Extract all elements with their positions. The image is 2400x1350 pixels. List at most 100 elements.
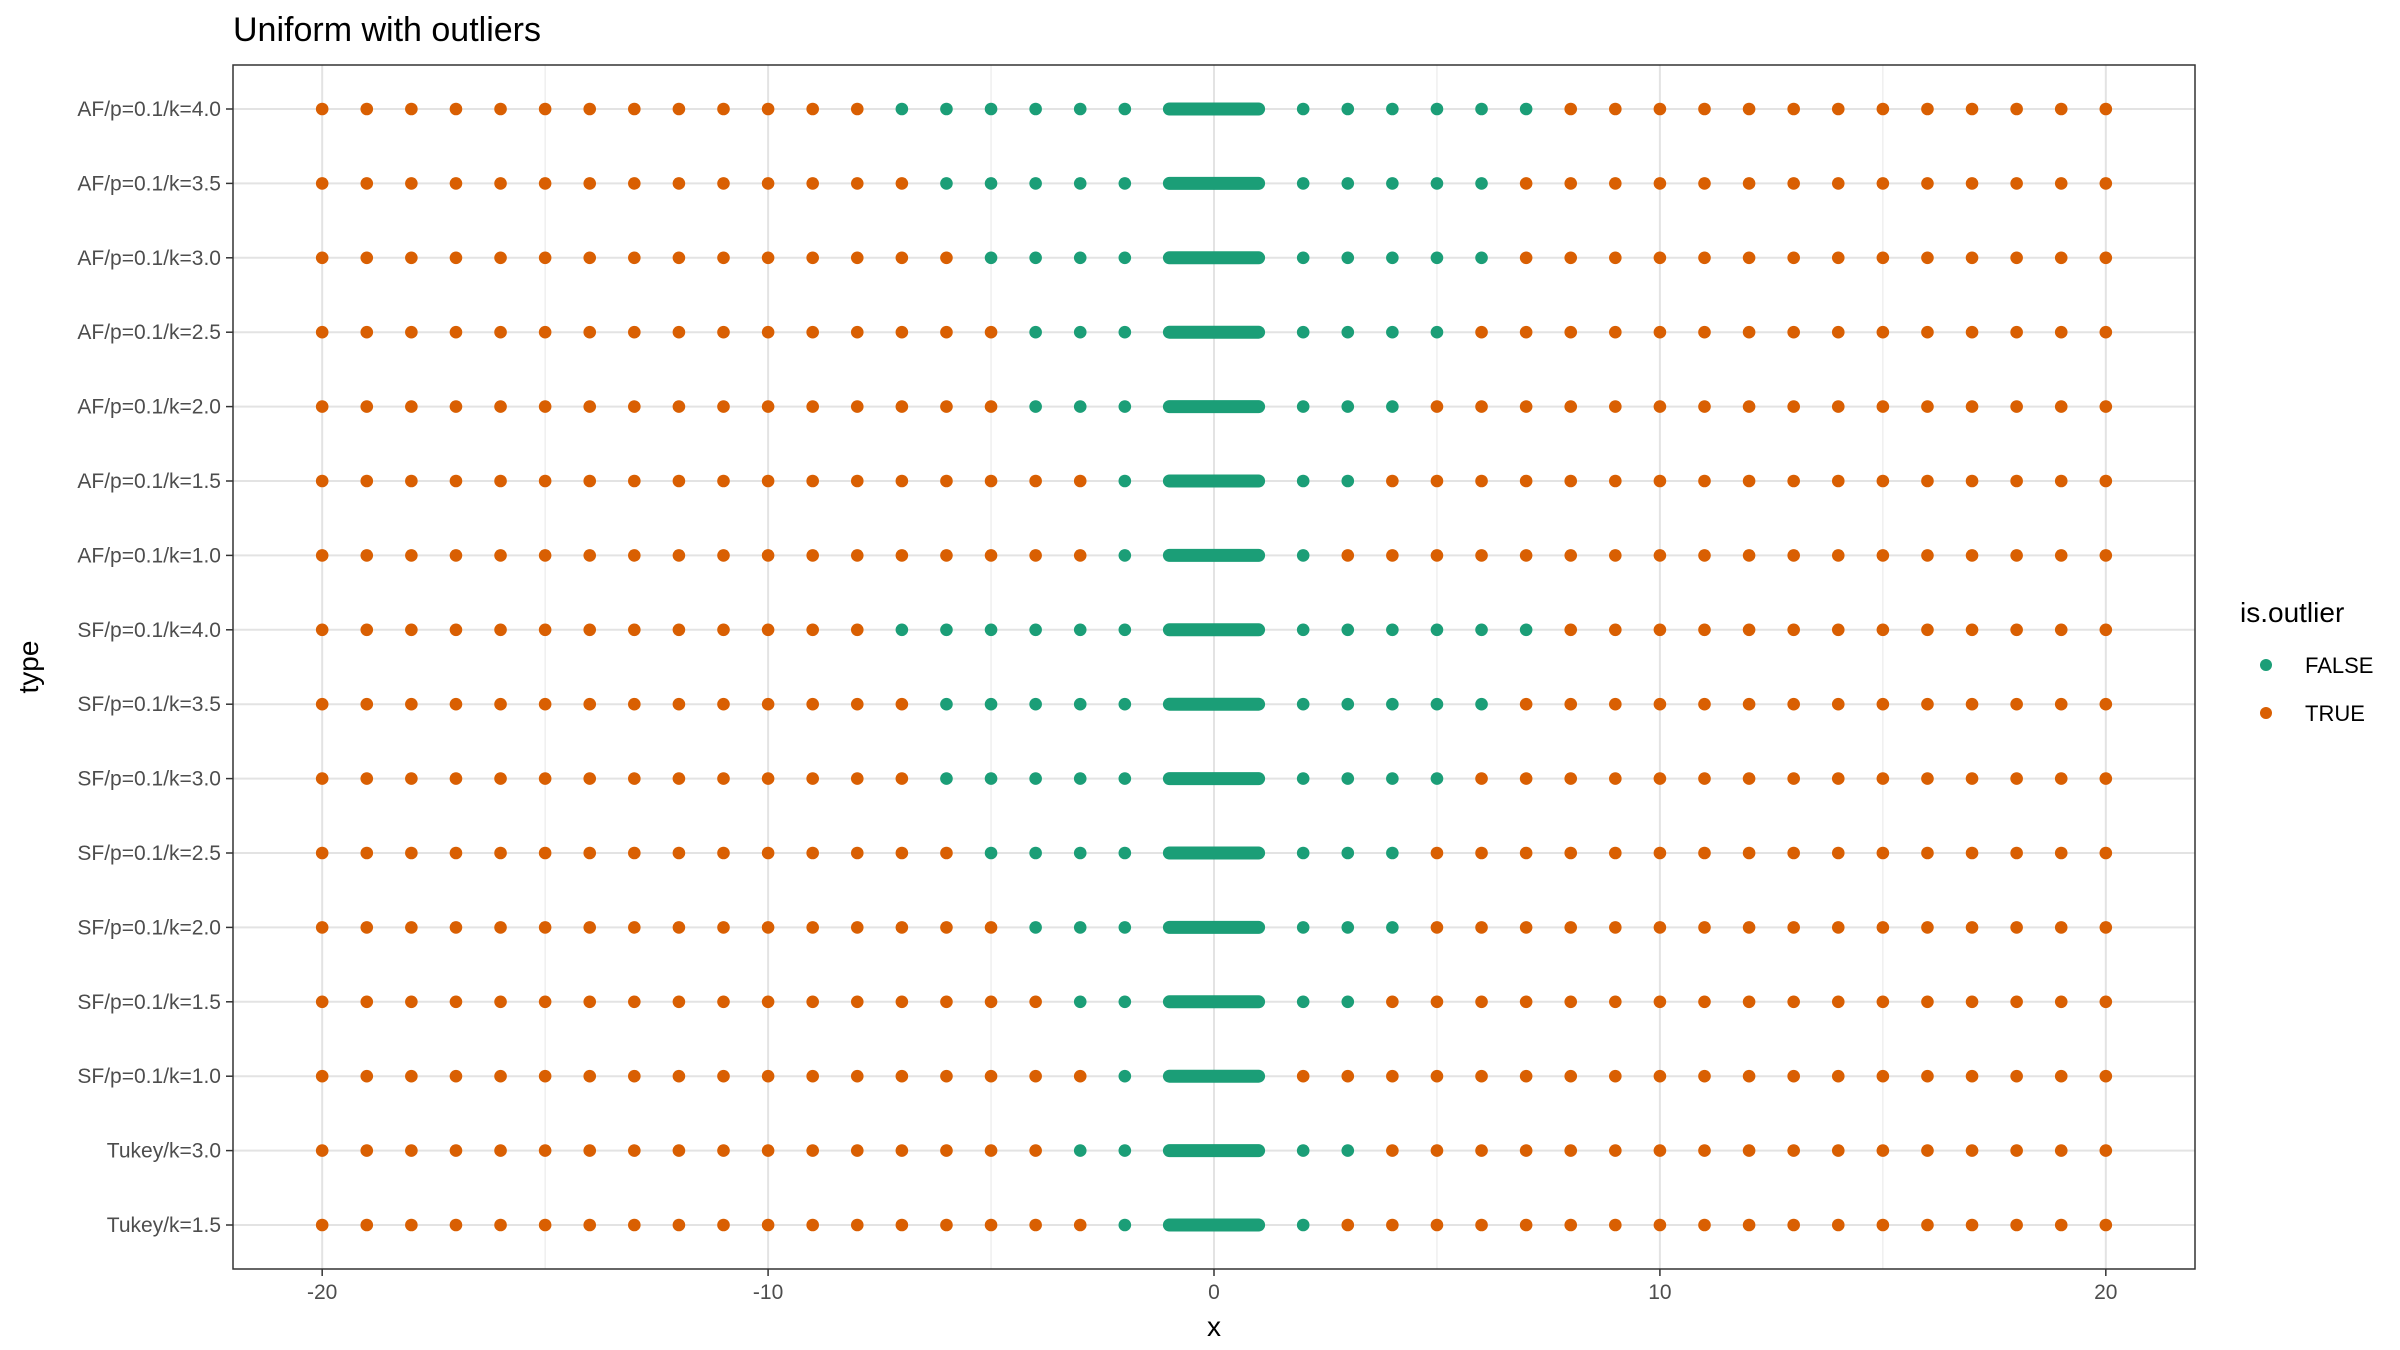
outlier-point bbox=[1921, 474, 1934, 488]
outlier-point bbox=[850, 549, 864, 562]
outlier-point bbox=[1475, 995, 1488, 1009]
outlier-point bbox=[2010, 772, 2023, 785]
outlier-point bbox=[494, 325, 507, 339]
inlier-point bbox=[1073, 177, 1087, 190]
outlier-point bbox=[1564, 251, 1578, 265]
outlier-point bbox=[1787, 549, 1800, 562]
outlier-point bbox=[538, 1144, 552, 1157]
outlier-point bbox=[628, 102, 641, 116]
outlier-point bbox=[1787, 102, 1800, 116]
outlier-point bbox=[583, 1218, 597, 1232]
outlier-point bbox=[1965, 995, 1979, 1009]
inlier-point bbox=[1296, 474, 1310, 488]
outlier-point bbox=[360, 400, 374, 413]
inlier-point bbox=[1073, 102, 1087, 116]
inlier-point bbox=[1118, 549, 1132, 562]
outlier-point bbox=[449, 251, 463, 265]
inlier-point bbox=[1386, 325, 1399, 339]
outlier-point bbox=[940, 549, 953, 562]
outlier-point bbox=[1519, 1144, 1533, 1157]
outlier-point bbox=[583, 325, 597, 339]
inlier-point bbox=[1296, 1218, 1310, 1232]
outlier-point bbox=[1430, 400, 1444, 413]
outlier-point bbox=[1742, 772, 1756, 785]
outlier-point bbox=[583, 102, 597, 116]
outlier-point bbox=[2099, 474, 2113, 488]
outlier-point bbox=[717, 177, 730, 190]
outlier-point bbox=[806, 623, 819, 637]
outlier-point bbox=[672, 921, 686, 934]
outlier-point bbox=[1653, 1069, 1667, 1083]
outlier-point bbox=[1698, 474, 1711, 488]
outlier-point bbox=[761, 474, 775, 488]
outlier-point bbox=[2010, 474, 2023, 488]
x-tick-label: 10 bbox=[1648, 1281, 1671, 1304]
outlier-point bbox=[1073, 549, 1087, 562]
outlier-point bbox=[1698, 102, 1711, 116]
outlier-point bbox=[806, 846, 819, 860]
outlier-point bbox=[1653, 1218, 1667, 1232]
outlier-point bbox=[1609, 325, 1622, 339]
x-tick-label: -20 bbox=[307, 1281, 337, 1304]
outlier-point bbox=[1787, 177, 1800, 190]
outlier-point bbox=[538, 251, 552, 265]
inlier-point bbox=[940, 697, 953, 711]
outlier-point bbox=[2099, 697, 2113, 711]
outlier-point bbox=[984, 325, 998, 339]
outlier-point bbox=[449, 846, 463, 860]
outlier-point bbox=[315, 1069, 329, 1083]
outlier-point bbox=[1742, 325, 1756, 339]
outlier-point bbox=[1341, 549, 1355, 562]
outlier-point bbox=[761, 102, 775, 116]
outlier-point bbox=[2010, 251, 2023, 265]
outlier-point bbox=[628, 549, 641, 562]
inlier-point bbox=[1386, 177, 1399, 190]
outlier-point bbox=[538, 474, 552, 488]
outlier-point bbox=[984, 1218, 998, 1232]
inlier-point bbox=[1296, 325, 1310, 339]
outlier-point bbox=[405, 697, 418, 711]
outlier-point bbox=[717, 1218, 730, 1232]
inlier-point bbox=[1430, 325, 1444, 339]
outlier-point bbox=[1698, 400, 1711, 413]
outlier-point bbox=[1475, 846, 1488, 860]
outlier-point bbox=[1296, 1069, 1310, 1083]
outlier-point bbox=[806, 251, 819, 265]
outlier-point bbox=[1787, 697, 1800, 711]
outlier-point bbox=[984, 921, 998, 934]
outlier-point bbox=[672, 697, 686, 711]
inlier-point bbox=[1073, 400, 1087, 413]
inlier-point bbox=[1118, 772, 1132, 785]
outlier-point bbox=[2099, 251, 2113, 265]
outlier-point bbox=[806, 325, 819, 339]
outlier-point bbox=[1609, 995, 1622, 1009]
inlier-point bbox=[1386, 846, 1399, 860]
y-tick-label: SF/p=0.1/k=4.0 bbox=[77, 619, 221, 642]
outlier-point bbox=[1341, 1069, 1355, 1083]
outlier-point bbox=[405, 474, 418, 488]
outlier-point bbox=[1965, 1069, 1979, 1083]
outlier-point bbox=[672, 325, 686, 339]
data-points bbox=[315, 102, 2113, 1232]
outlier-point bbox=[1698, 921, 1711, 934]
outlier-point bbox=[2054, 325, 2068, 339]
inlier-point bbox=[1073, 846, 1087, 860]
outlier-point bbox=[1609, 251, 1622, 265]
outlier-point bbox=[1698, 325, 1711, 339]
outlier-point bbox=[449, 177, 463, 190]
outlier-point bbox=[717, 623, 730, 637]
outlier-point bbox=[494, 772, 507, 785]
inlier-point bbox=[1073, 325, 1087, 339]
outlier-point bbox=[538, 772, 552, 785]
outlier-point bbox=[2054, 1218, 2068, 1232]
outlier-point bbox=[1564, 921, 1578, 934]
outlier-point bbox=[1698, 846, 1711, 860]
outlier-point bbox=[1965, 1218, 1979, 1232]
outlier-point bbox=[494, 102, 507, 116]
inlier-point bbox=[984, 772, 998, 785]
outlier-point bbox=[850, 474, 864, 488]
chart-title: Uniform with outliers bbox=[233, 11, 541, 49]
inlier-point bbox=[1029, 251, 1042, 265]
outlier-point bbox=[2010, 846, 2023, 860]
outlier-point bbox=[1965, 549, 1979, 562]
